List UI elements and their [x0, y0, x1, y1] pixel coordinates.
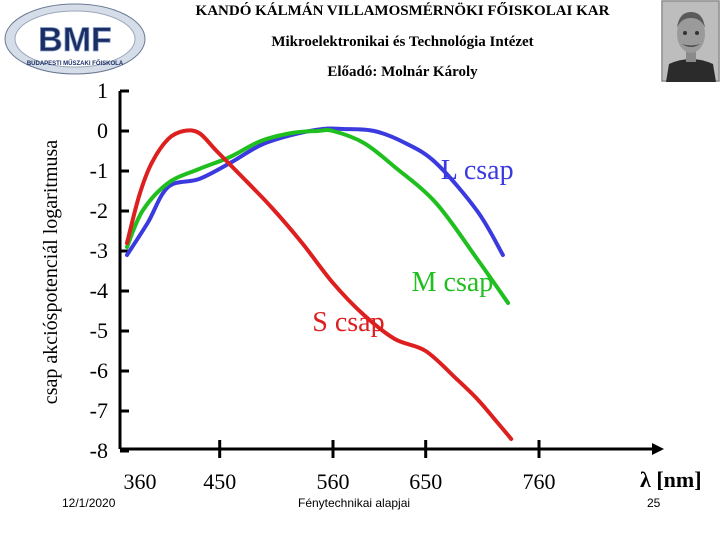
footer-date: 12/1/2020: [62, 496, 116, 510]
series-label-m: M csap: [412, 267, 494, 298]
x-tick-label: 560: [317, 469, 350, 494]
x-axis-unit: [nm]: [656, 467, 701, 492]
series-label-l: L csap: [441, 155, 514, 186]
institution-title: KANDÓ KÁLMÁN VILLAMOSMÉRNÖKI FŐISKOLAI K…: [195, 3, 610, 19]
y-tick-label: -3: [90, 238, 108, 263]
lecturer-line: Előadó: Molnár Károly: [327, 64, 478, 80]
y-tick-label: 0: [97, 118, 108, 143]
y-tick-label: -7: [90, 398, 108, 423]
y-tick-label: 1: [97, 78, 108, 103]
x-tick-label: 360: [124, 469, 157, 494]
series-line-m: [125, 128, 511, 305]
logo-text: BMF: [38, 21, 112, 59]
y-tick-label: -8: [90, 438, 108, 463]
series-line-l: [125, 126, 505, 257]
logo-subtitle: BUDAPESTI MŰSZAKI FŐISKOLA: [27, 60, 124, 67]
x-tick-label: 650: [409, 469, 442, 494]
x-tick-label: 760: [523, 469, 556, 494]
x-tick-label: 450: [203, 469, 236, 494]
footer-page-number: 25: [647, 496, 661, 510]
bmf-logo: BMF BUDAPESTI MŰSZAKI FŐISKOLA: [2, 2, 149, 76]
x-axis-label: λ [nm]: [640, 467, 702, 492]
portrait-image: [661, 0, 720, 82]
x-axis-arrowhead: [652, 443, 664, 455]
y-tick-label: -2: [90, 198, 108, 223]
y-tick-label: -1: [90, 158, 108, 183]
y-tick-label: -4: [90, 278, 108, 303]
y-tick-label: -5: [90, 318, 108, 343]
y-tick-label: -6: [90, 358, 108, 383]
footer-course: Fénytechnikai alapjai: [298, 496, 411, 510]
series-label-s: S csap: [312, 307, 384, 338]
institute-title: Mikroelektronikai és Technológia Intézet: [271, 34, 534, 50]
series-line-s: [125, 128, 514, 441]
x-axis-symbol: λ: [640, 467, 656, 492]
